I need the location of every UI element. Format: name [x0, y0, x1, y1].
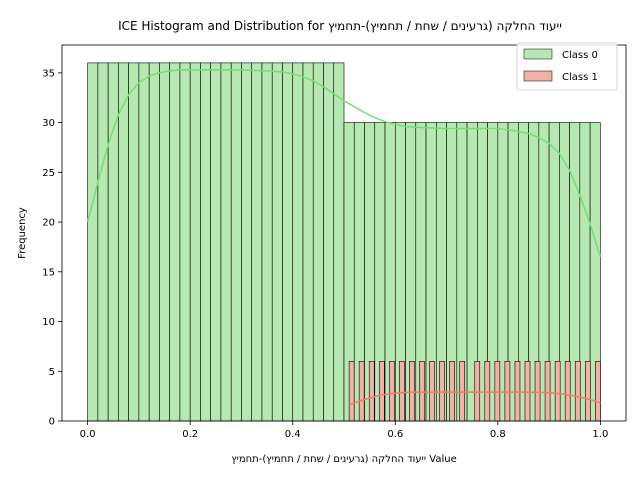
legend-label-class-0: Class 0	[562, 50, 598, 61]
x-tick-label: 0.8	[490, 429, 506, 440]
class-1-bar	[564, 361, 571, 422]
class-1-bar	[389, 361, 395, 422]
y-tick-label: 30	[42, 118, 55, 129]
x-tick-label: 0.6	[387, 429, 403, 440]
legend: Class 0 Class 1	[516, 42, 618, 91]
x-tick-label: 0.2	[182, 429, 198, 440]
class-0-bar	[312, 62, 324, 422]
class-1-bar	[429, 361, 435, 422]
class-0-bar	[302, 62, 314, 422]
class-1-bar	[419, 361, 425, 422]
class-0-bar	[138, 62, 150, 422]
class-1-bar	[524, 361, 531, 422]
class-0-bar	[210, 62, 222, 422]
class-1-bar	[574, 361, 581, 422]
class-1-bar	[494, 361, 501, 422]
class-0-bar	[200, 62, 211, 422]
class-1-bar	[474, 361, 481, 422]
class-1-bar	[595, 361, 601, 422]
y-axis-ticks: 0 5 10 15 20 25 30 35	[42, 68, 62, 428]
class-0-bar	[179, 62, 191, 422]
class-1-bar	[439, 361, 445, 422]
class-0-bar	[148, 62, 160, 422]
class-0-bar	[251, 62, 263, 422]
class-1-bar	[368, 361, 375, 422]
class-0-bar	[118, 62, 129, 422]
x-axis-ticks: 0.0 0.2 0.4 0.6 0.8 1.0	[80, 421, 608, 440]
y-tick-label: 35	[42, 68, 55, 79]
legend-label-class-1: Class 1	[562, 72, 598, 83]
class-0-kde-line	[86, 69, 602, 258]
class-0-bar	[230, 62, 242, 422]
class-0-bar	[220, 62, 232, 422]
y-tick-label: 20	[42, 218, 55, 229]
class-1-bar	[544, 361, 551, 422]
y-tick-label: 0	[49, 417, 55, 428]
class-1-bar	[534, 361, 541, 422]
class-1-bar	[449, 361, 455, 422]
class-0-bar	[282, 62, 294, 422]
class-1-bar	[514, 361, 521, 422]
class-0-bar	[97, 62, 109, 422]
class-0-bar	[261, 62, 273, 422]
class-0-bar	[107, 62, 119, 422]
class-1-bar	[584, 361, 591, 422]
legend-swatch-class-1	[523, 70, 553, 82]
x-tick-label: 1.0	[592, 429, 608, 440]
class-0-bar	[292, 62, 304, 422]
class-0-bar	[87, 62, 99, 422]
class-1-bar	[554, 361, 561, 422]
y-tick-label: 5	[49, 367, 55, 378]
class-0-bar	[241, 62, 253, 422]
class-1-bar	[399, 361, 405, 422]
class-1-kde-line	[348, 391, 601, 406]
class-1-bar	[348, 361, 355, 422]
y-tick-label: 25	[42, 168, 55, 179]
x-tick-label: 0.4	[285, 429, 301, 440]
plot-frame	[61, 44, 627, 422]
class-1-bar	[358, 361, 365, 422]
chart-title: ICE Histogram and Distribution for ייעוד…	[118, 19, 562, 33]
class-1-bar	[409, 361, 415, 422]
class-1-bar	[484, 361, 491, 422]
class-0-bar	[323, 62, 335, 422]
y-tick-label: 10	[42, 317, 55, 328]
class-1-bar	[504, 361, 511, 422]
class-0-bar	[271, 62, 283, 422]
class-0-bar	[189, 62, 201, 422]
class-1-bar	[459, 361, 465, 422]
y-axis-label: Frequency	[17, 207, 28, 259]
class-1-bar	[378, 361, 385, 422]
class-0-bar	[333, 62, 345, 422]
class-0-bar	[169, 62, 181, 422]
y-tick-label: 15	[42, 267, 55, 278]
class-0-bar	[128, 62, 140, 422]
x-axis-label: ייעוד החלקה (גרעינים / שחת / תחמיץ)-תחמי…	[231, 454, 457, 465]
legend-swatch-class-0	[523, 48, 553, 60]
x-tick-label: 0.0	[80, 429, 96, 440]
class-0-bar	[159, 62, 170, 422]
